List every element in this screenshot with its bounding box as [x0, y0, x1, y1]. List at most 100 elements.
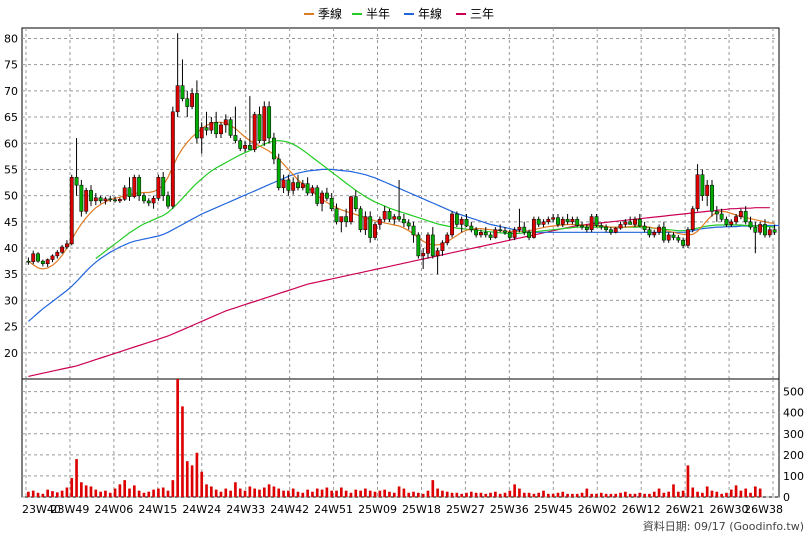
candle-body [661, 226, 666, 241]
volume-bar [373, 491, 377, 497]
volume-plot-area [21, 378, 780, 498]
ma-quarter-line [28, 121, 775, 270]
candle-body [517, 226, 522, 230]
candle-body [60, 246, 65, 253]
x-tick-label: 26W21 [666, 503, 705, 516]
price-y-tick-label: 50 [4, 190, 18, 203]
price-y-tick-label: 30 [4, 294, 18, 307]
volume-bar [89, 486, 93, 497]
candle-body [180, 85, 185, 99]
volume-bar [152, 489, 155, 497]
volume-bar [744, 488, 748, 497]
volume-bar [214, 489, 218, 497]
volume-bar [686, 465, 690, 497]
candle-body [748, 221, 753, 228]
candle-body [271, 137, 276, 160]
candle-body [349, 196, 353, 223]
x-tick-label: 24W15 [138, 503, 177, 516]
candle-body [373, 224, 377, 238]
volume-y-tick-label: 100 [783, 470, 804, 483]
volume-bar [132, 485, 136, 497]
candle-body [541, 221, 546, 225]
candle-body [483, 232, 488, 236]
volume-bar [522, 492, 526, 497]
x-tick-label: 25W09 [358, 503, 397, 516]
candle-body [98, 197, 103, 202]
candle-body [700, 174, 705, 196]
candle-body [426, 234, 430, 254]
candle-body [551, 217, 556, 220]
candle-body [594, 216, 599, 226]
volume-bar [349, 492, 353, 497]
candle-body [377, 218, 382, 225]
volume-bar [27, 491, 30, 497]
candle-body [267, 106, 272, 139]
candle-body [671, 234, 676, 238]
volume-bar [681, 490, 685, 497]
volume-bar [378, 490, 382, 497]
volume-bar [60, 490, 64, 497]
candle-body [421, 253, 426, 257]
volume-bar [104, 490, 107, 497]
volume-bar [224, 488, 228, 497]
candle-body [613, 227, 618, 233]
volume-bar [518, 488, 521, 497]
volume-bar [455, 492, 459, 497]
candle-body [122, 187, 127, 200]
candle-body [512, 229, 517, 238]
price-y-tick-label: 55 [4, 163, 18, 176]
volume-bar [185, 461, 189, 497]
candle-body [565, 218, 570, 223]
candle-body [305, 183, 310, 194]
price-y-tick-labels: 20 25 30 35 40 45 50 55 60 65 70 75 80 [4, 32, 18, 359]
price-y-tick-label: 70 [4, 85, 18, 98]
volume-bar [364, 488, 367, 497]
volume-bar [691, 487, 695, 497]
volume-bar [648, 493, 651, 497]
candle-body [132, 177, 137, 197]
volume-bar [157, 488, 160, 497]
volume-bar [715, 491, 719, 497]
candle-body [705, 184, 710, 196]
candle-body [681, 239, 686, 246]
candle-body [199, 127, 204, 139]
candle-body [127, 187, 132, 197]
candle-body [652, 232, 657, 236]
candle-body [580, 225, 584, 228]
candle-body [219, 124, 223, 135]
price-y-tick-label: 60 [4, 137, 18, 150]
candle-body [623, 221, 628, 225]
candle-body [435, 250, 440, 257]
volume-y-tick-labels: 0 100 200 300 400 500 [783, 386, 804, 504]
candle-body [738, 211, 743, 217]
volume-bar [758, 488, 762, 497]
volume-bar [219, 491, 223, 497]
volume-bar [99, 491, 102, 497]
volume-bar [585, 488, 589, 497]
data-date-footer: 資料日期: 09/17 (Goodinfo.tw) [643, 519, 804, 533]
volume-bar [359, 490, 362, 497]
volume-bar [725, 492, 728, 497]
volume-bar [306, 489, 309, 497]
volume-bar [195, 452, 199, 497]
volume-bar [229, 490, 232, 497]
price-y-tick-label: 75 [4, 59, 18, 72]
volume-bar [710, 490, 714, 497]
candle-body [763, 224, 767, 236]
candle-body [767, 229, 772, 236]
price-panel: 20 25 30 35 40 45 50 55 60 65 70 75 80 [4, 27, 780, 380]
volume-bar [176, 379, 179, 497]
candle-body [546, 218, 551, 223]
volume-bar [638, 492, 642, 497]
candle-body [223, 119, 228, 126]
volume-bar [575, 493, 579, 497]
x-tick-label: 26W02 [578, 503, 617, 516]
volume-bar [344, 490, 348, 497]
volume-bar [566, 493, 569, 497]
volume-bar [262, 487, 266, 497]
volume-bar [267, 484, 271, 497]
volume-bar [436, 488, 439, 497]
volume-bar [190, 465, 194, 497]
volume-bar [667, 491, 671, 497]
